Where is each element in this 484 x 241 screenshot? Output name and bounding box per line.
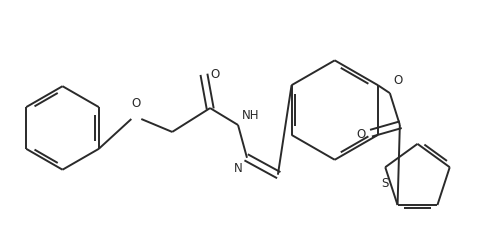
Text: S: S <box>381 177 388 190</box>
Text: NH: NH <box>242 109 259 122</box>
Text: N: N <box>234 162 242 175</box>
Text: O: O <box>210 68 219 81</box>
Text: O: O <box>132 97 141 110</box>
Text: O: O <box>356 128 365 141</box>
Text: O: O <box>393 74 402 87</box>
